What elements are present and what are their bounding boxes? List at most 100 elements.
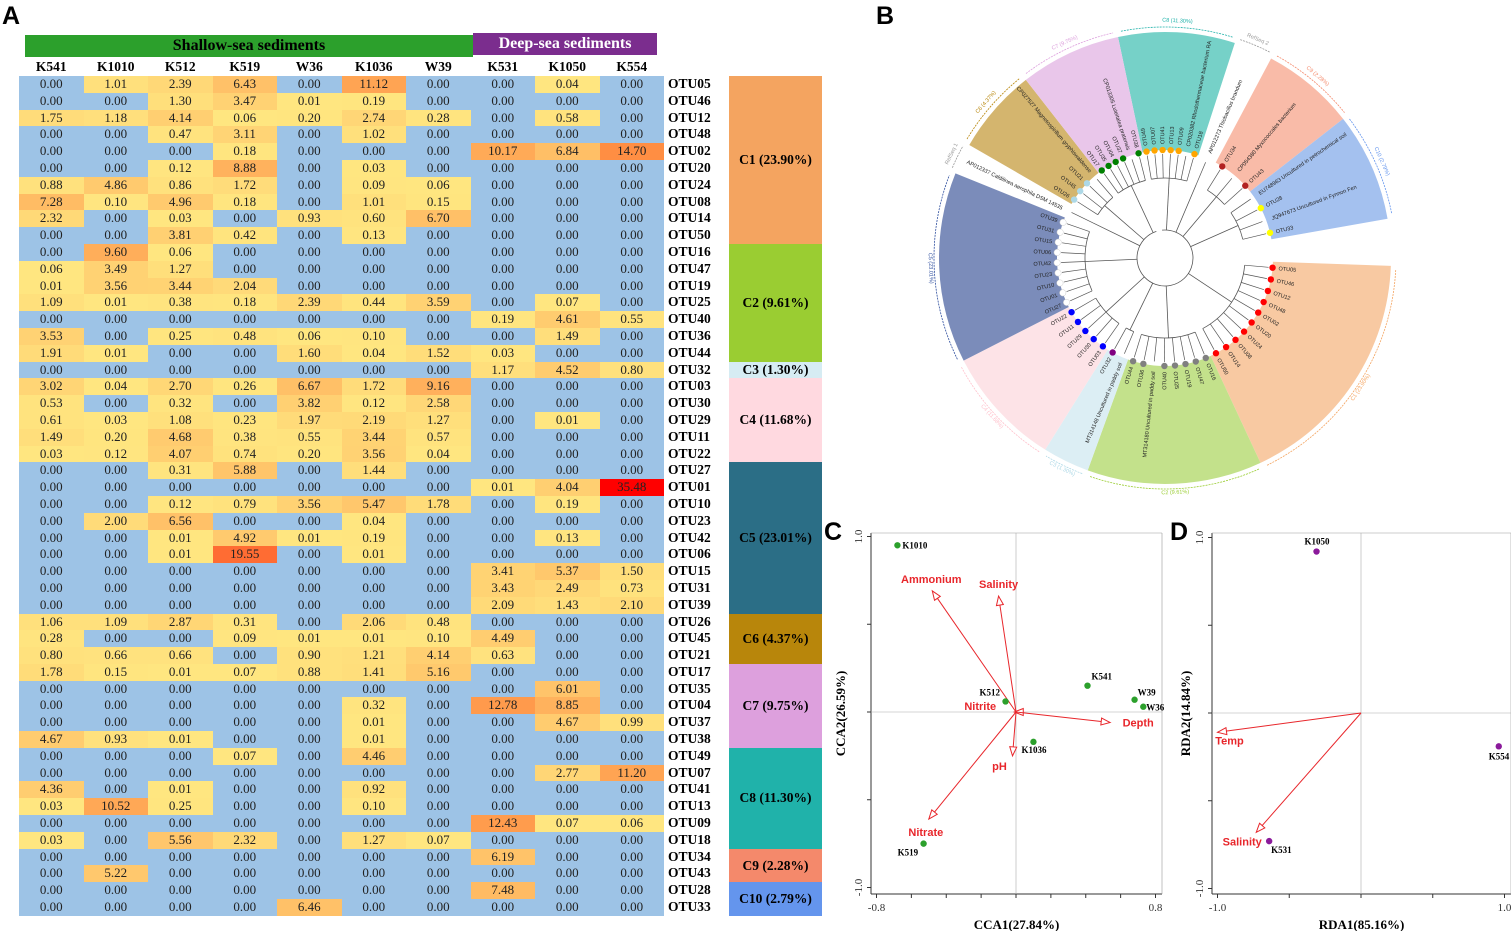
heatmap-cell: 0.00 — [535, 159, 600, 177]
leaf-dot — [1191, 150, 1198, 158]
heatmap-cell: 3.02 — [19, 378, 84, 396]
heatmap-cell: 0.01 — [148, 663, 213, 681]
heatmap-cell: 0.00 — [470, 411, 535, 429]
heatmap-cell: 0.00 — [277, 277, 342, 295]
y-tick-label: -1.0 — [1194, 879, 1206, 897]
leaf-label: OTU18 — [1194, 131, 1205, 150]
heatmap-cell: 0.00 — [19, 143, 84, 160]
tree-branch — [1216, 318, 1234, 338]
heatmap-cell: 0.06 — [599, 815, 664, 832]
heatmap-cell: 0.80 — [19, 647, 84, 664]
otu-label: OTU06 — [668, 546, 711, 562]
heatmap-cell: 11.20 — [599, 764, 664, 782]
heatmap-cell: 0.00 — [83, 462, 148, 480]
heatmap-cell: 0.00 — [148, 680, 213, 698]
sample-dot — [1495, 743, 1502, 750]
leaf-dot — [1242, 182, 1249, 189]
heatmap-cell: 0.09 — [341, 176, 406, 194]
heatmap-cell: 0.00 — [599, 848, 664, 866]
y-tick-label: 1.0 — [1194, 530, 1206, 544]
sample-dot — [1030, 738, 1037, 746]
otu-label: OTU02 — [668, 143, 711, 159]
heatmap-cell: 0.00 — [470, 260, 535, 278]
heatmap-row: 0.00 0.00 0.00 0.00 6.46 0.00 0.00 0.00 0.00 0.00 — [19, 899, 664, 916]
heatmap-cell: 0.00 — [341, 361, 406, 379]
y-tick-label: 1.0 — [853, 529, 865, 543]
leaf-label: OTU46 — [1276, 279, 1295, 288]
heatmap-cell: 6.19 — [470, 848, 535, 866]
otu-label: OTU45 — [668, 630, 711, 646]
heatmap-cell: 0.00 — [19, 848, 84, 866]
heatmap-cell: 0.00 — [470, 462, 535, 480]
heatmap-cell: 0.00 — [599, 260, 664, 278]
heatmap-cell: 5.47 — [341, 495, 406, 513]
panel-label-b: B — [876, 2, 895, 30]
sample-dot — [1265, 837, 1273, 845]
heatmap-row: 0.03 10.52 0.25 0.00 0.00 0.10 0.00 0.00 0.00 0.0… — [19, 798, 664, 816]
heatmap-cell: 9.60 — [83, 243, 148, 261]
heatmap-cell: 4.68 — [148, 428, 213, 446]
heatmap-cell: 0.55 — [599, 311, 664, 328]
heatmap-cell: 0.01 — [341, 630, 406, 648]
otu-label: OTU44 — [668, 344, 711, 360]
heatmap-cell: 0.28 — [406, 109, 471, 127]
heatmap-row: 0.00 0.00 0.12 8.88 0.00 0.03 0.00 0.00 0.00 0.00 — [19, 159, 664, 177]
sample-label: K541 — [1091, 672, 1112, 682]
sample-point-w36: W36 — [1140, 703, 1165, 713]
heatmap-cell: 0.00 — [83, 579, 148, 597]
leaf-dot — [1112, 158, 1119, 166]
tree-branch — [1063, 276, 1088, 283]
tree-branch — [1130, 185, 1154, 233]
heatmap-cell: 0.00 — [470, 109, 535, 127]
heatmap-cell: 0.07 — [535, 294, 600, 312]
heatmap-cell: 0.00 — [148, 479, 213, 496]
otu-label: OTU25 — [668, 294, 711, 310]
heatmap-row: 4.67 0.93 0.01 0.00 0.00 0.01 0.00 0.00 0.00 0.00 — [19, 731, 664, 748]
otu-label: OTU09 — [668, 815, 711, 831]
heatmap-cell: 0.00 — [83, 227, 148, 244]
heatmap-row: 0.00 2.00 6.56 0.00 0.00 0.04 0.00 0.00 0.00 0.00 — [19, 512, 664, 530]
heatmap-cell: 0.00 — [277, 76, 342, 93]
tree-branch — [1114, 327, 1127, 350]
heatmap-cell: 0.00 — [470, 445, 535, 463]
heatmap-cell: 0.00 — [19, 680, 84, 698]
sample-point-k512: K512 — [980, 687, 1009, 705]
clade-ring-arc — [933, 175, 958, 360]
heatmap-cell: 0.00 — [535, 92, 600, 110]
heatmap-cell: 0.00 — [535, 260, 600, 278]
leaf-dot — [1053, 249, 1061, 256]
heatmap-cell: 4.92 — [212, 529, 277, 547]
leaf-dot — [1109, 349, 1116, 356]
tree-branch — [1074, 297, 1096, 311]
leaf-label: OTU49 — [1140, 128, 1149, 146]
heatmap-cell: 1.30 — [148, 92, 213, 110]
heatmap-cell: 0.00 — [535, 546, 600, 564]
heatmap-cell: 0.00 — [406, 243, 471, 261]
heatmap-cell: 0.09 — [212, 630, 277, 648]
heatmap-cell: 0.60 — [341, 210, 406, 228]
heatmap-cell: 0.00 — [19, 529, 84, 547]
tree-branch — [1194, 331, 1205, 355]
otu-label: OTU14 — [668, 210, 711, 226]
heatmap-cell: 0.00 — [212, 680, 277, 698]
otu-label: OTU28 — [668, 882, 711, 898]
tree-branch — [1104, 205, 1145, 240]
leaf-label: OTU44 — [1124, 366, 1135, 385]
heatmap-cell: 1.18 — [83, 109, 148, 127]
heatmap-cell: 0.00 — [599, 344, 664, 362]
heatmap-cell: 0.01 — [148, 546, 213, 564]
arrow-label: Nitrate — [908, 827, 943, 839]
heatmap-cell: 4.07 — [148, 445, 213, 463]
heatmap-cell: 0.00 — [19, 227, 84, 244]
heatmap-cell: 0.00 — [599, 882, 664, 900]
heatmap-cell: 0.04 — [406, 445, 471, 463]
heatmap-cell: 0.00 — [599, 512, 664, 530]
heatmap-row: 0.00 9.60 0.06 0.00 0.00 0.00 0.00 0.00 0.00 0.00 — [19, 243, 664, 261]
heatmap-cell: 3.11 — [212, 126, 277, 144]
tree-branch — [1104, 323, 1120, 344]
heatmap-cell: 0.00 — [599, 731, 664, 748]
arrow-label: Temp — [1215, 735, 1244, 747]
heatmap-cell: 0.00 — [535, 462, 600, 480]
cluster-box: C2 (9.61%) — [729, 244, 822, 362]
